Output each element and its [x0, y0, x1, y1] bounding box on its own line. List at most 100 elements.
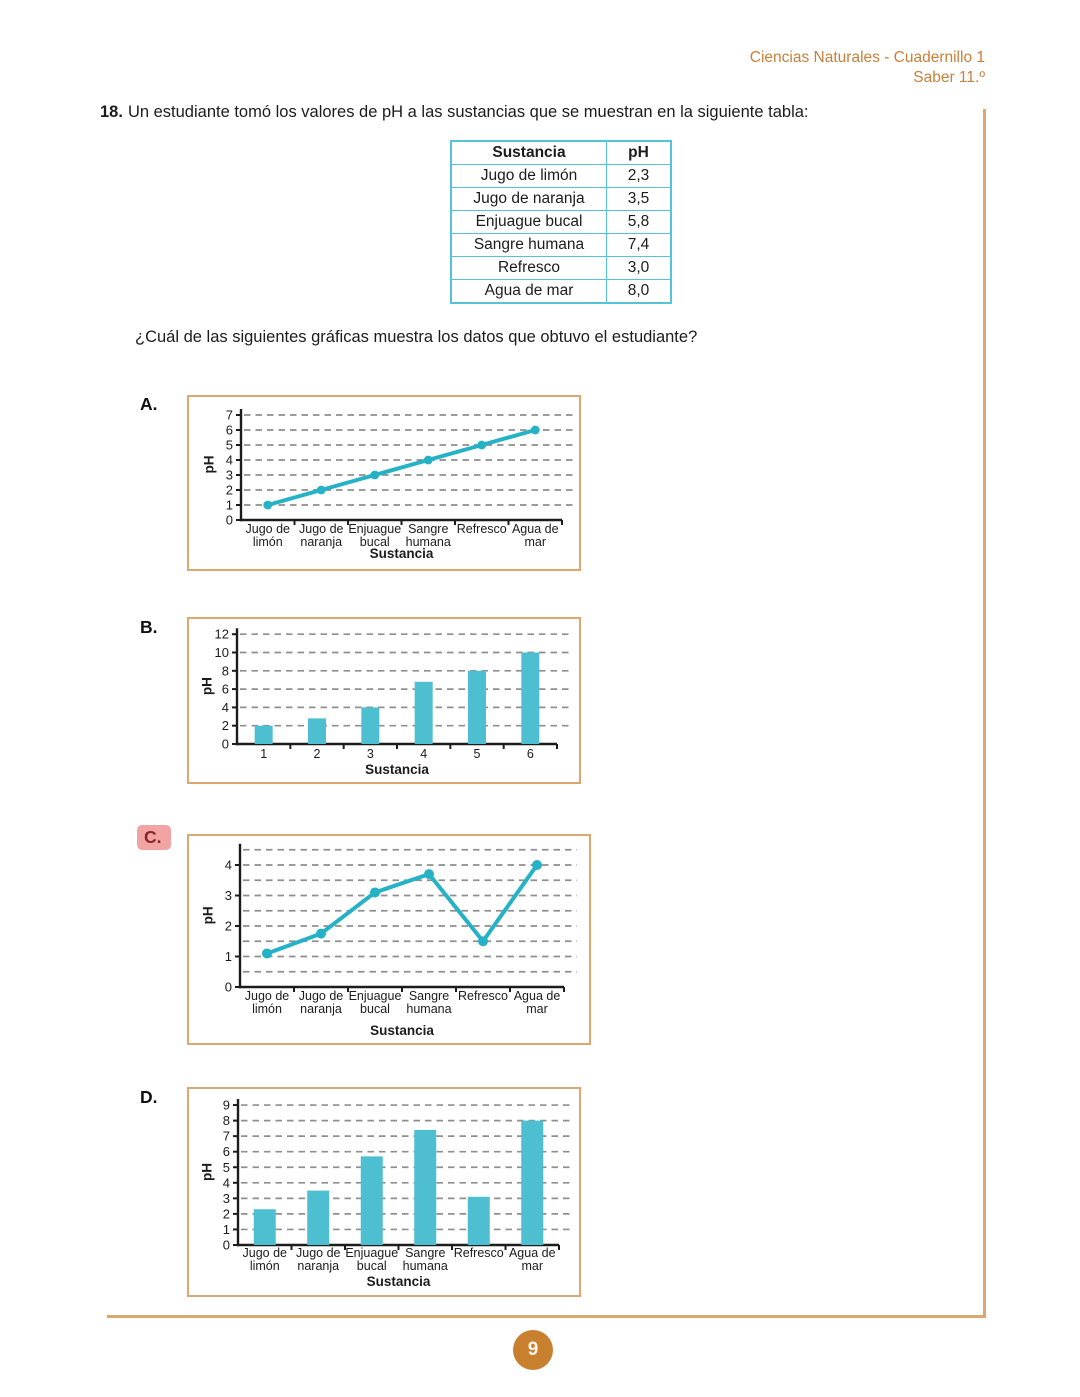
- data-point: [316, 928, 326, 939]
- chart-option-b: 0 2 4 6 8 10 12 1 2 3 4 5 6 Sustancia pH: [187, 617, 581, 784]
- x-axis-title: Sustancia: [370, 1023, 434, 1038]
- question-text: Un estudiante tomó los valores de pH a l…: [127, 103, 809, 121]
- cell-sustancia: Jugo de limón: [450, 164, 607, 188]
- x-category-label: humana: [406, 1002, 451, 1016]
- y-tick-label: 8: [223, 1113, 230, 1128]
- chart-option-c: 0 1 2 3 4 Jugo de limón Jugo de naranja Enjuague b…: [187, 834, 591, 1045]
- question-number: 18.: [100, 103, 123, 121]
- y-tick-label: 10: [215, 645, 229, 660]
- data-line: [265, 428, 538, 507]
- x-category-label: Sangre: [405, 1246, 445, 1260]
- y-tick-label: 2: [225, 919, 232, 934]
- y-tick-label: 9: [223, 1098, 230, 1113]
- x-category-label: Enjuague: [345, 1246, 398, 1260]
- x-category-label: 3: [367, 747, 374, 761]
- data-point: [262, 948, 272, 959]
- y-tick-label: 4: [223, 1175, 230, 1190]
- cell-sustancia: Sangre humana: [450, 233, 607, 257]
- chart-option-d: 0 1 2 3 4 5 6 7 8 9 Jugo de limón Jugo de naranja Enju…: [187, 1087, 581, 1297]
- cell-sustancia: Jugo de naranja: [450, 187, 607, 211]
- y-tick-label: 4: [226, 453, 233, 468]
- x-category-label: bucal: [360, 535, 390, 549]
- data-point: [477, 440, 487, 450]
- data-point: [478, 936, 488, 947]
- x-category-label: Agua de: [514, 989, 561, 1003]
- y-tick-label: 6: [226, 423, 233, 438]
- x-category-label: mar: [521, 1259, 543, 1273]
- x-category-label: Agua de: [509, 1246, 556, 1260]
- data-bar: [361, 707, 380, 744]
- data-bar: [308, 718, 326, 744]
- table-header-ph: pH: [606, 140, 672, 165]
- x-category-label: mar: [524, 535, 546, 549]
- x-category-label: limón: [250, 1259, 280, 1273]
- y-tick-label: 3: [226, 468, 233, 483]
- x-axis-title: Sustancia: [365, 762, 429, 777]
- data-bar: [414, 1129, 437, 1245]
- cell-ph: 3,5: [606, 187, 672, 211]
- option-d-label: D.: [140, 1087, 158, 1107]
- cell-ph: 3,0: [606, 256, 672, 280]
- x-category-label: bucal: [360, 1002, 390, 1016]
- page-number-badge: 9: [513, 1330, 553, 1370]
- cell-ph: 7,4: [606, 233, 672, 257]
- y-tick-label: 12: [215, 627, 229, 642]
- x-category-label: mar: [526, 1002, 548, 1016]
- y-tick-label: 6: [222, 682, 229, 697]
- table-row: Jugo de naranja 3,5: [450, 187, 672, 211]
- x-category-label: Jugo de: [246, 522, 291, 536]
- x-category-label: naranja: [297, 1259, 339, 1273]
- cell-ph: 5,8: [606, 210, 672, 234]
- y-tick-label: 6: [223, 1144, 230, 1159]
- header-exam-name: Saber 11.º: [913, 69, 985, 86]
- y-tick-label: 5: [223, 1160, 230, 1175]
- table-header-sustancia: Sustancia: [450, 140, 607, 165]
- header-subject: Ciencias Naturales - Cuadernillo 1: [749, 49, 985, 66]
- question-prompt: ¿Cuál de las siguientes gráficas muestra…: [135, 328, 698, 346]
- table-row: Sangre humana 7,4: [450, 233, 672, 257]
- y-tick-label: 0: [222, 737, 229, 752]
- y-tick-label: 5: [226, 438, 233, 453]
- x-category-label: Jugo de: [299, 989, 344, 1003]
- y-tick-label: 2: [222, 718, 229, 733]
- y-tick-label: 7: [226, 408, 233, 423]
- x-category-label: Jugo de: [296, 1246, 341, 1260]
- x-category-label: naranja: [300, 535, 342, 549]
- table-row: Refresco 3,0: [450, 256, 672, 280]
- x-category-label: Refresco: [457, 522, 507, 536]
- y-tick-label: 4: [222, 700, 229, 715]
- y-tick-label: 1: [223, 1222, 230, 1237]
- question-statement: 18. Un estudiante tomó los valores de pH …: [100, 101, 1000, 123]
- x-category-label: Refresco: [458, 989, 508, 1003]
- data-point: [370, 470, 380, 480]
- y-tick-label: 1: [226, 498, 233, 513]
- data-point: [370, 887, 380, 898]
- y-tick-label: 3: [225, 888, 232, 903]
- option-c-highlight: C.: [137, 825, 171, 850]
- y-tick-label: 0: [225, 980, 232, 995]
- cell-sustancia: Refresco: [450, 256, 607, 280]
- data-bar: [360, 1156, 383, 1245]
- x-category-label: 6: [527, 747, 534, 761]
- data-point: [424, 869, 434, 880]
- table-row: Jugo de limón 2,3: [450, 164, 672, 188]
- table-row: Agua de mar 8,0: [450, 279, 672, 304]
- x-category-label: Refresco: [454, 1246, 504, 1260]
- cell-sustancia: Agua de mar: [450, 279, 607, 304]
- x-category-label: humana: [406, 535, 451, 549]
- x-category-label: limón: [252, 1002, 282, 1016]
- cell-ph: 8,0: [606, 279, 672, 304]
- x-category-label: Sangre: [408, 522, 448, 536]
- table-body: Jugo de limón 2,3 Jugo de naranja 3,5 Enjuag…: [450, 164, 672, 304]
- x-category-label: Enjuague: [349, 989, 402, 1003]
- option-b-label: B.: [140, 617, 158, 637]
- x-category-label: Enjuague: [348, 522, 401, 536]
- y-tick-label: 0: [223, 1238, 230, 1253]
- data-point: [316, 485, 326, 495]
- option-c-label: C.: [137, 825, 171, 850]
- y-tick-label: 3: [223, 1191, 230, 1206]
